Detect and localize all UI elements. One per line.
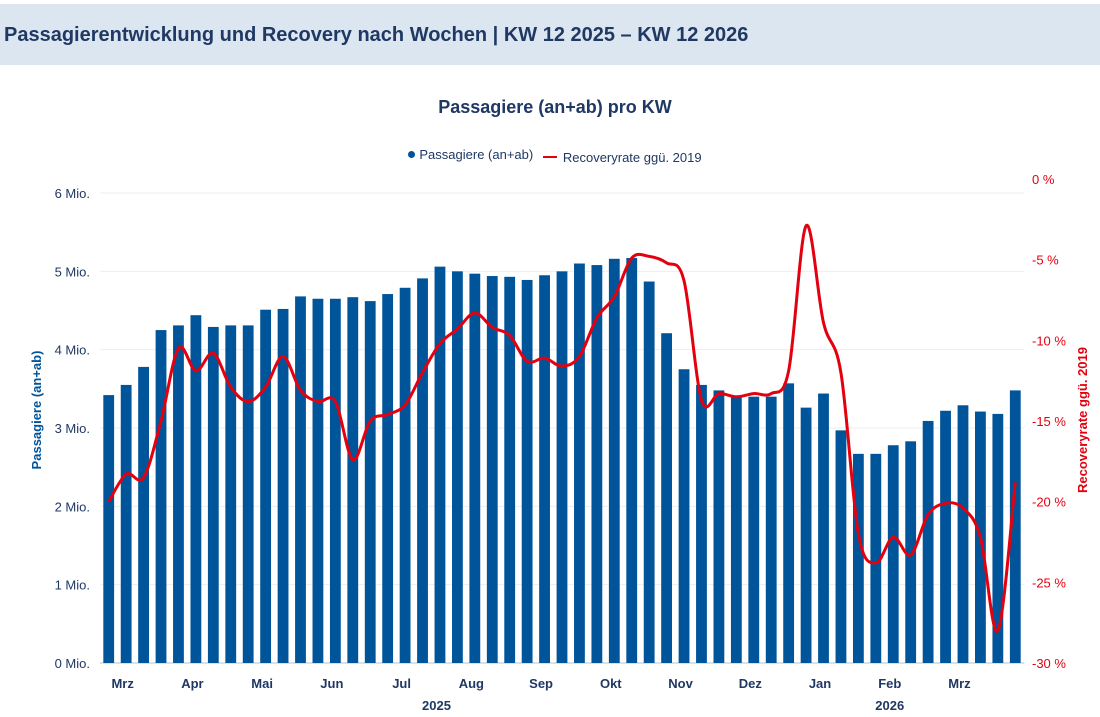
x-tick-label: Aug [459,676,484,691]
bar-passengers [835,430,847,663]
bar-passengers [574,263,585,663]
legend-item-recovery[interactable]: Recoveryrate ggü. 2019 [542,149,702,165]
y2-tick-label: -20 % [1032,495,1066,510]
bar-passengers [173,325,184,663]
legend-label-passengers: Passagiere (an+ab) [419,147,534,162]
y2-tick-label: -15 % [1032,414,1066,429]
bar-passengers [940,410,951,663]
y2-axis-title: Recoveryrate ggü. 2019 [1075,347,1090,493]
bar-passengers [556,271,568,663]
page-title: Passagierentwicklung und Recovery nach W… [4,24,749,46]
bar-passengers [207,326,219,663]
y-tick-label: 1 Mio. [55,578,90,593]
bar-passengers [138,366,149,663]
x-year-label: 2026 [875,698,904,713]
x-tick-label: Dez [739,676,763,691]
bar-passengers [295,296,306,663]
y-tick-label: 3 Mio. [55,421,90,436]
x-tick-label: Jul [392,676,411,691]
bar-passengers [765,396,777,663]
y2-tick-label: -25 % [1032,575,1066,590]
y2-tick-label: -10 % [1032,333,1066,348]
bar-passengers [870,453,882,663]
bar-passengers [957,405,969,663]
bar-passengers [347,297,359,663]
legend-marker-bar [408,151,416,158]
bar-passengers [451,271,463,663]
legend-item-passengers[interactable]: Passagiere (an+ab) [408,147,533,162]
x-tick-label: Nov [668,676,693,691]
bar-passengers [190,315,202,663]
bar-passengers [661,333,673,663]
bar-passengers [591,265,603,663]
y-tick-label: 4 Mio. [55,343,90,358]
x-tick-label: Feb [878,676,901,691]
bar-passengers [643,281,655,663]
y-tick-label: 5 Mio. [55,264,90,279]
bar-passengers [818,393,829,663]
bar-passengers [678,369,690,663]
header-bar: Passagierentwicklung und Recovery nach W… [0,4,1100,65]
bar-passengers [469,273,481,663]
x-tick-label: Jun [320,676,343,691]
bar-passengers [120,384,132,663]
bar-passengers [1009,390,1021,663]
legend-label-recovery: Recoveryrate ggü. 2019 [562,149,702,165]
y-tick-label: 2 Mio. [55,499,90,514]
bar-passengers [277,308,289,663]
bar-passengers [486,276,498,663]
chart-legend: Passagiere (an+ab) Recoveryrate ggü. 201… [0,146,1100,165]
recovery-line [107,224,1017,633]
bar-passengers [521,279,533,663]
x-tick-label: Mai [251,676,273,691]
bar-passengers [434,266,446,663]
bar-passengers [783,383,795,663]
bar-passengers [225,325,237,663]
bar-passengers [242,325,254,663]
bar-passengers [103,395,115,663]
y-tick-label: 6 Mio. [55,186,90,201]
bar-passengers [539,275,550,663]
bar-passengers [329,298,341,663]
bar-passengers [992,413,1004,663]
bar-passengers [312,298,324,663]
bar-passengers [399,287,411,663]
y2-tick-label: -5 % [1032,253,1059,268]
x-tick-label: Okt [600,676,622,691]
x-tick-label: Mrz [111,676,134,691]
x-tick-label: Jan [809,676,831,691]
legend-marker-line [542,156,557,158]
bar-passengers [155,330,167,663]
bar-passengers [608,258,620,663]
bar-passengers [922,420,934,663]
x-year-label: 2025 [422,698,451,713]
bar-passengers [800,407,812,663]
bar-passengers [504,276,516,663]
bar-passengers [417,278,428,663]
y2-tick-label: 0 % [1032,172,1055,187]
y-axis-title: Passagiere (an+ab) [29,351,44,470]
x-tick-label: Mrz [948,676,971,691]
bar-passengers [382,294,394,663]
bar-passengers [905,441,917,663]
bar-passengers [748,396,760,663]
bar-passengers [626,258,638,663]
bar-passengers [364,301,376,663]
bar-passengers [713,390,725,663]
x-tick-label: Sep [529,676,553,691]
y-tick-label: 0 Mio. [55,656,90,671]
bar-passengers [696,384,707,663]
bar-passengers [730,396,742,663]
chart-title: Passagiere (an+ab) pro KW [438,97,672,117]
bar-passengers [887,445,899,663]
bar-passengers [852,453,864,663]
x-tick-label: Apr [181,676,203,691]
y2-tick-label: -30 % [1032,656,1066,671]
bar-passengers [260,309,272,663]
